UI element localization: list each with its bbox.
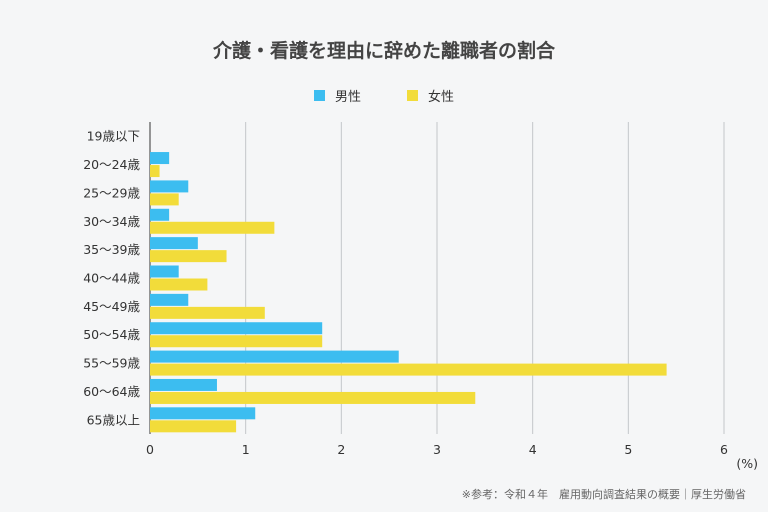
bar-female xyxy=(150,193,179,206)
legend: 男性 女性 xyxy=(0,86,768,105)
legend-label-male: 男性 xyxy=(334,90,361,105)
category-label: 20〜24歳 xyxy=(83,157,140,172)
bar-male xyxy=(150,407,256,420)
category-label: 30〜34歳 xyxy=(83,214,140,229)
x-tick-label: 2 xyxy=(337,442,345,457)
x-tick-label: 4 xyxy=(529,442,537,457)
bar-female xyxy=(150,335,323,348)
x-tick-label: 1 xyxy=(242,442,250,457)
bar-male xyxy=(150,350,399,363)
legend-swatch-male xyxy=(313,90,325,101)
bar-male xyxy=(150,322,323,335)
category-label: 25〜29歳 xyxy=(83,185,140,200)
bar-male xyxy=(150,208,170,221)
bar-female xyxy=(150,221,275,234)
bar-female xyxy=(150,278,208,291)
bar-male xyxy=(150,265,179,278)
bar-female xyxy=(150,363,667,376)
legend-item-female: 女性 xyxy=(407,86,454,105)
category-label: 50〜54歳 xyxy=(83,327,140,342)
bar-female xyxy=(150,250,227,263)
bar-female xyxy=(150,165,160,178)
bar-male xyxy=(150,378,217,391)
legend-label-female: 女性 xyxy=(428,90,455,105)
category-label: 60〜64歳 xyxy=(83,384,140,399)
bar-male xyxy=(150,293,189,306)
legend-item-male: 男性 xyxy=(313,86,361,105)
x-tick-label: 3 xyxy=(433,442,441,457)
bar-male xyxy=(150,237,198,250)
bar-female xyxy=(150,306,265,319)
x-axis-unit-label: (%) xyxy=(736,456,758,471)
x-tick-label: 0 xyxy=(146,442,154,457)
bar-female xyxy=(150,420,237,433)
category-label: 35〜39歳 xyxy=(83,242,140,257)
bar-male xyxy=(150,152,170,165)
category-label: 19歳以下 xyxy=(87,129,140,144)
chart-title: 介護・看護を理由に辞めた離職者の割合 xyxy=(212,40,555,62)
x-tick-label: 5 xyxy=(624,442,632,457)
category-label: 55〜59歳 xyxy=(83,356,140,371)
legend-swatch-female xyxy=(407,90,418,101)
category-label: 65歳以上 xyxy=(87,412,140,427)
category-label: 45〜49歳 xyxy=(83,299,140,314)
x-tick-label: 6 xyxy=(720,442,728,457)
source-footnote: ※参考：令和４年 雇用動向調査結果の概要｜厚生労働省 xyxy=(461,488,746,501)
category-label: 40〜44歳 xyxy=(83,271,140,286)
bar-female xyxy=(150,391,476,404)
bar-male xyxy=(150,180,189,193)
